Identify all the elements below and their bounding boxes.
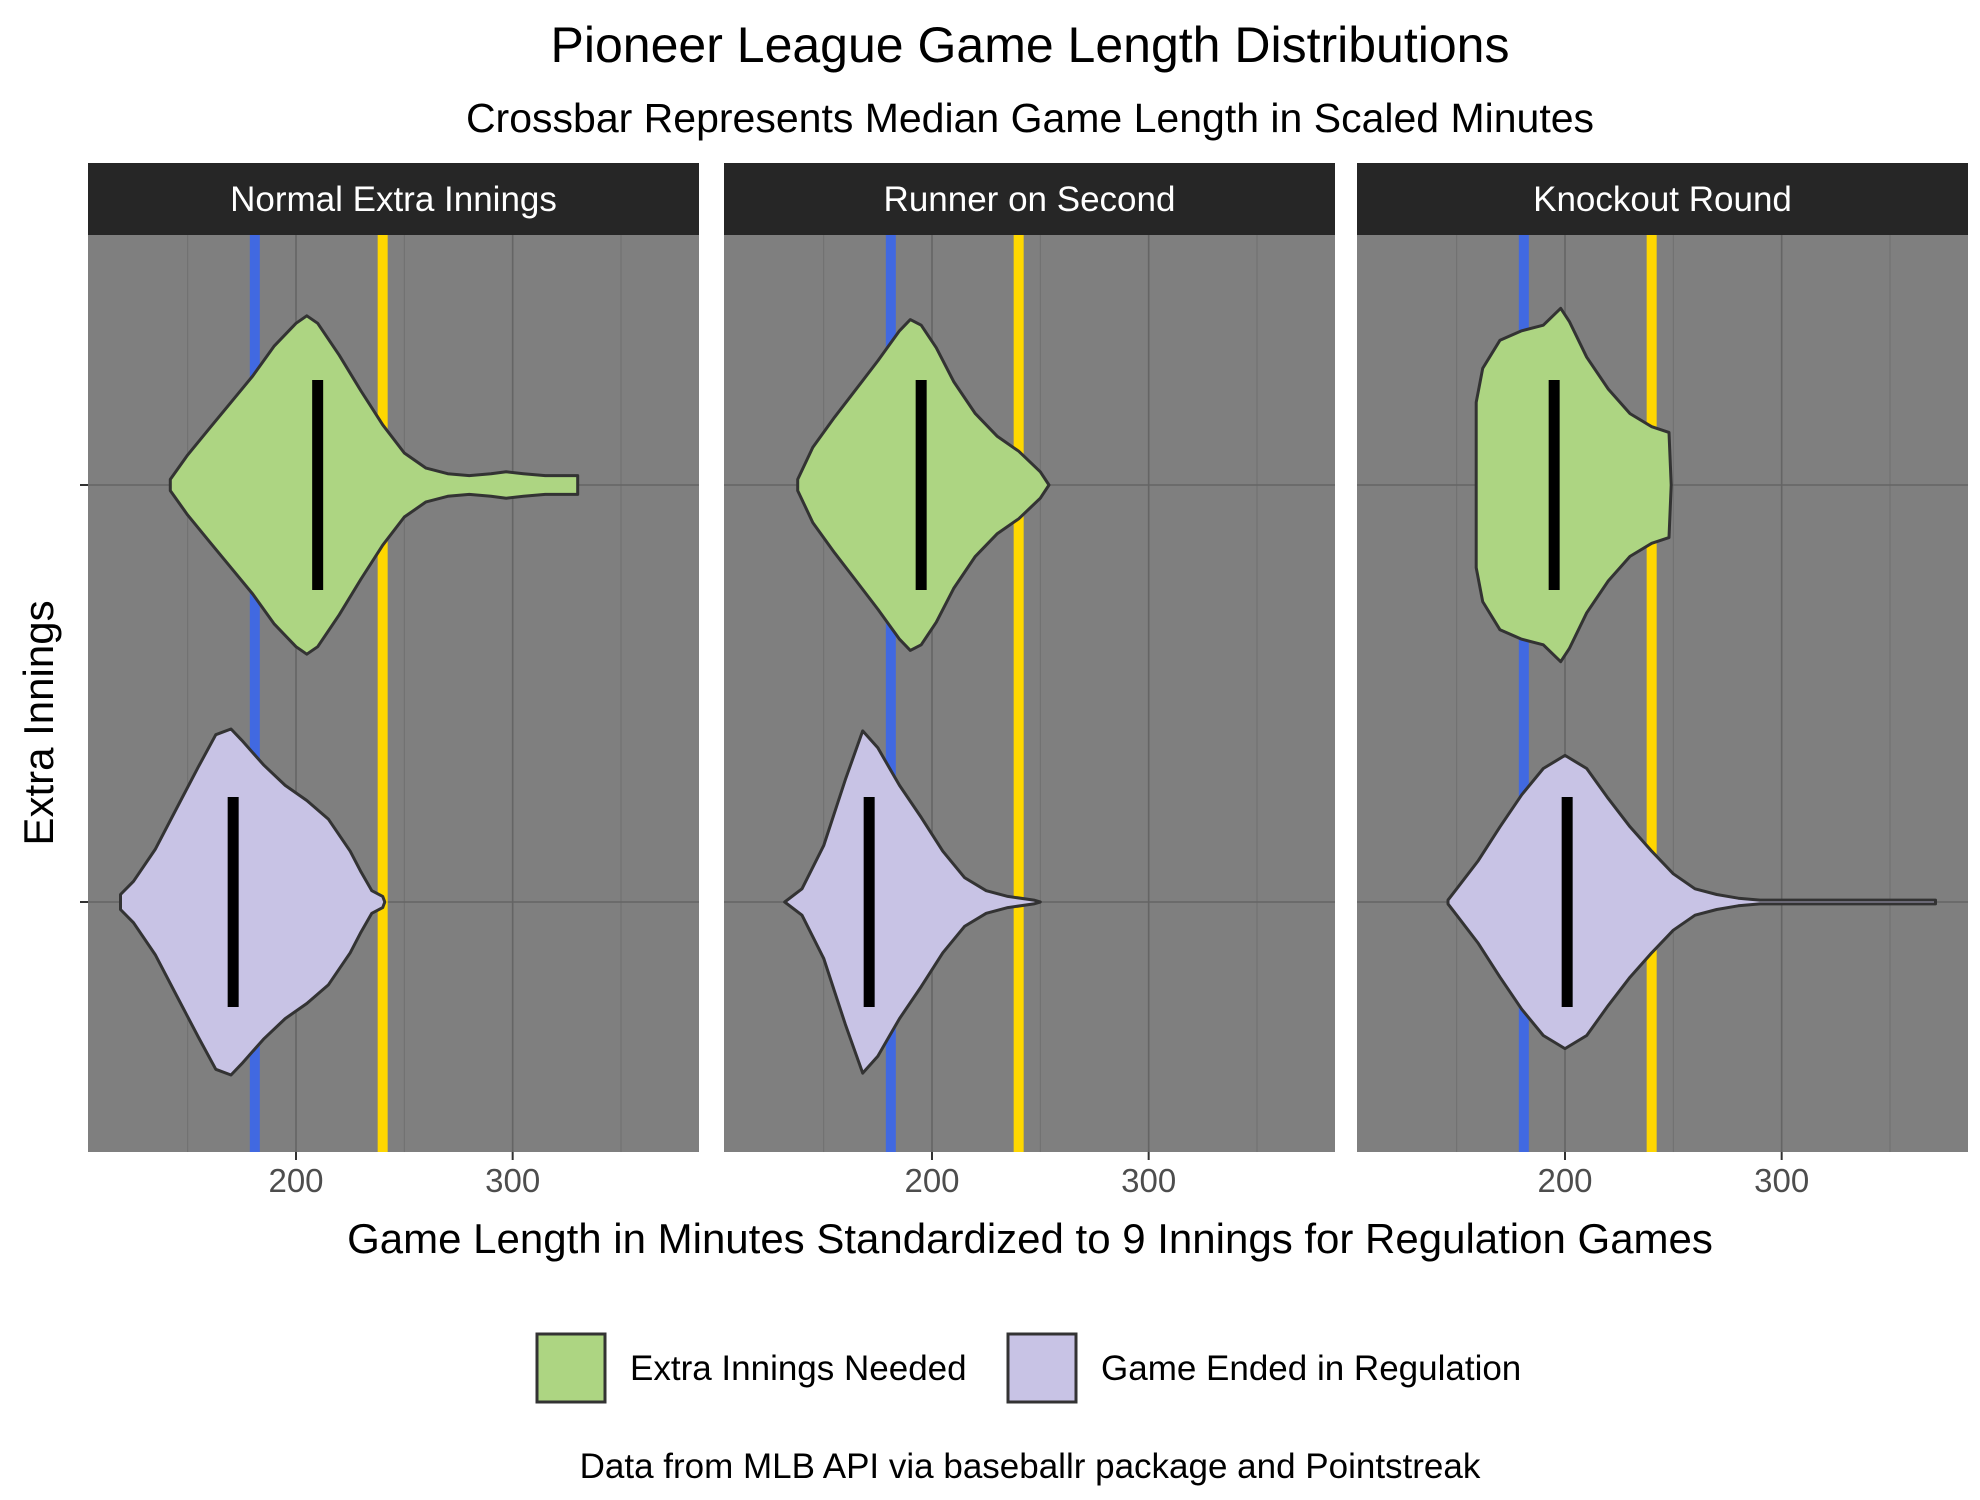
chart-title: Pioneer League Game Length Distributions [551,17,1510,73]
violin [783,729,1042,1075]
facet-panel-2: Runner on Second 200 300 [724,163,1335,1199]
x-tick-label: 200 [268,1162,323,1199]
legend-label: Game Ended in Regulation [1101,1349,1521,1388]
x-tick-label: 300 [1121,1162,1176,1199]
violin [1474,306,1673,664]
facet-strip [88,163,699,235]
violin [119,727,387,1077]
legend-key [1006,1332,1078,1404]
legend-key [535,1332,607,1404]
y-axis-title: Extra Innings [15,600,62,845]
x-tick-label: 200 [904,1162,959,1199]
legend-entry: Game Ended in Regulation [1006,1332,1521,1404]
panel-background [1357,235,1968,1152]
legend-label: Extra Innings Needed [630,1349,967,1388]
chart-subtitle: Crossbar Represents Median Game Length i… [466,95,1594,141]
x-axis-title: Game Length in Minutes Standardized to 9… [347,1215,1713,1262]
facet-panel-3: Knockout Round 200 300 [1357,163,1968,1199]
legend-entry: Extra Innings Needed [535,1332,967,1404]
x-tick-label: 300 [485,1162,540,1199]
x-tick-label: 300 [1754,1162,1809,1199]
facet-strip-label: Runner on Second [884,180,1176,219]
caption: Data from MLB API via baseballr package … [580,1447,1481,1486]
facet-strip-label: Knockout Round [1533,180,1792,219]
panel-background [88,235,699,1152]
legend: Extra Innings Needed Game Ended in Regula… [535,1332,1521,1404]
facet-strip-label: Normal Extra Innings [230,180,557,219]
panel-background [724,235,1335,1152]
violin [168,314,580,656]
facet-strip [724,163,1335,235]
facet-strip [1357,163,1968,235]
x-tick-label: 200 [1537,1162,1592,1199]
facet-panel-1: Normal Extra Innings 200 300 [88,163,699,1199]
